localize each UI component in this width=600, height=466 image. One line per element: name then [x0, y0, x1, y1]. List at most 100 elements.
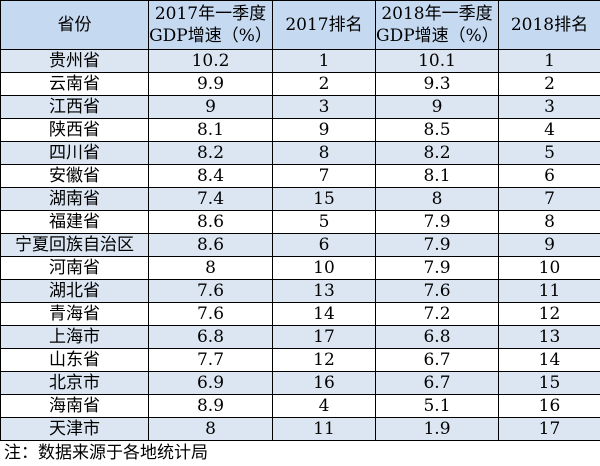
table-cell: 9: [272, 118, 376, 142]
header-cell: 2017年一季度 GDP增速（%）: [148, 0, 273, 50]
header-line: 2018排名: [510, 15, 589, 35]
table-cell: 7.9: [375, 233, 499, 257]
table-cell: 8.2: [375, 141, 499, 165]
header-cell: 省份: [0, 0, 149, 50]
header-cell: 2017排名: [272, 0, 376, 50]
table-row: 安徽省 8.4 7 8.1 6: [0, 164, 600, 188]
table-row: 青海省 7.6 14 7.2 12: [0, 302, 600, 326]
table-cell: 13: [498, 325, 600, 349]
table-cell: 8: [375, 187, 499, 211]
table-cell: 9.9: [148, 72, 273, 96]
table-cell: 8.4: [148, 164, 273, 188]
table-row: 海南省 8.9 4 5.1 16: [0, 394, 600, 418]
table-row: 贵州省 10.2 1 10.1 1: [0, 49, 600, 73]
table-cell: 5.1: [375, 394, 499, 418]
table-cell: 3: [498, 95, 600, 119]
table-cell: 江西省: [0, 95, 149, 119]
table-cell: 上海市: [0, 325, 149, 349]
table-cell: 1: [498, 49, 600, 73]
data-table: 省份 2017年一季度 GDP增速（%） 2017排名 2018年一季度 GDP增速（%）…: [0, 0, 600, 441]
table-cell: 青海省: [0, 302, 149, 326]
header-cell: 2018年一季度 GDP增速（%）: [375, 0, 499, 50]
table-row: 上海市 6.8 17 6.8 13: [0, 325, 600, 349]
table-cell: 陕西省: [0, 118, 149, 142]
table-row: 江西省 9 3 9 3: [0, 95, 600, 119]
table-cell: 7: [272, 164, 376, 188]
table-row: 北京市 6.9 16 6.7 15: [0, 371, 600, 395]
table-cell: 9.3: [375, 72, 499, 96]
header-row: 省份 2017年一季度 GDP增速（%） 2017排名 2018年一季度 GDP增速（%）…: [0, 0, 600, 50]
table-row: 陕西省 8.1 9 8.5 4: [0, 118, 600, 142]
table-cell: 10: [272, 256, 376, 280]
table-cell: 8: [148, 417, 273, 441]
table-cell: 福建省: [0, 210, 149, 234]
table-cell: 10.1: [375, 49, 499, 73]
header-line: 省份: [57, 15, 92, 35]
table-cell: 8: [272, 141, 376, 165]
table-row: 福建省 8.6 5 7.9 8: [0, 210, 600, 234]
table-cell: 6: [498, 164, 600, 188]
table-cell: 7.6: [148, 279, 273, 303]
table-cell: 安徽省: [0, 164, 149, 188]
table-row: 云南省 9.9 2 9.3 2: [0, 72, 600, 96]
header-line: 2018年一季度: [381, 4, 493, 24]
table-cell: 3: [272, 95, 376, 119]
table-row: 山东省 7.7 12 6.7 14: [0, 348, 600, 372]
table-cell: 8.1: [148, 118, 273, 142]
table-cell: 湖南省: [0, 187, 149, 211]
table-row: 湖北省 7.6 13 7.6 11: [0, 279, 600, 303]
table-cell: 9: [148, 95, 273, 119]
table-cell: 4: [272, 394, 376, 418]
table-cell: 6: [272, 233, 376, 257]
table-cell: 6.7: [375, 348, 499, 372]
table-cell: 6.7: [375, 371, 499, 395]
table-cell: 5: [498, 141, 600, 165]
table-cell: 7.6: [375, 279, 499, 303]
header-cell: 2018排名: [498, 0, 600, 50]
header-line: GDP增速（%）: [376, 26, 499, 46]
table-cell: 8.9: [148, 394, 273, 418]
table-cell: 7: [498, 187, 600, 211]
header-line: 2017年一季度: [154, 4, 267, 24]
table-cell: 4: [498, 118, 600, 142]
table-cell: 16: [498, 394, 600, 418]
table-cell: 5: [272, 210, 376, 234]
table-cell: 16: [272, 371, 376, 395]
table-cell: 9: [498, 233, 600, 257]
table-cell: 1.9: [375, 417, 499, 441]
table-cell: 11: [272, 417, 376, 441]
table-cell: 8.1: [375, 164, 499, 188]
table-cell: 6.8: [148, 325, 273, 349]
table-row: 天津市 8 11 1.9 17: [0, 417, 600, 441]
table-cell: 7.6: [148, 302, 273, 326]
table-cell: 天津市: [0, 417, 149, 441]
note: 注：数据来源于各地统计局: [4, 443, 208, 463]
table-cell: 四川省: [0, 141, 149, 165]
table-cell: 15: [272, 187, 376, 211]
table-cell: 河南省: [0, 256, 149, 280]
table-cell: 11: [498, 279, 600, 303]
table-row: 河南省 8 10 7.9 10: [0, 256, 600, 280]
table-cell: 8.5: [375, 118, 499, 142]
table-cell: 12: [272, 348, 376, 372]
table-row: 宁夏回族自治区 8.6 6 7.9 9: [0, 233, 600, 257]
table-cell: 贵州省: [0, 49, 149, 73]
table-cell: 14: [498, 348, 600, 372]
table-cell: 12: [498, 302, 600, 326]
table-cell: 2: [498, 72, 600, 96]
table-cell: 10.2: [148, 49, 273, 73]
table-cell: 7.2: [375, 302, 499, 326]
table-cell: 1: [272, 49, 376, 73]
table-cell: 15: [498, 371, 600, 395]
table-cell: 8: [148, 256, 273, 280]
table-cell: 8.6: [148, 233, 273, 257]
table-cell: 8.2: [148, 141, 273, 165]
table-cell: 7.7: [148, 348, 273, 372]
table-cell: 6.9: [148, 371, 273, 395]
table-cell: 7.9: [375, 210, 499, 234]
table-cell: 17: [272, 325, 376, 349]
table-row: 湖南省 7.4 15 8 7: [0, 187, 600, 211]
table-cell: 湖北省: [0, 279, 149, 303]
table-cell: 北京市: [0, 371, 149, 395]
